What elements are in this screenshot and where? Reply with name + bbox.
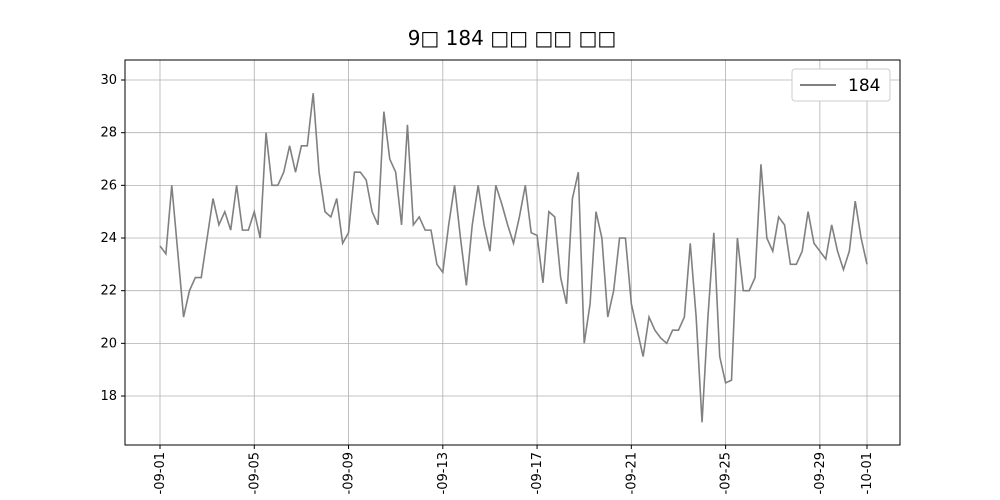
y-tick-label: 20: [100, 336, 117, 351]
y-tick-label: 28: [100, 126, 117, 141]
y-tick-label: 30: [100, 73, 117, 88]
x-tick-label: -09-17: [530, 452, 545, 494]
plot-frame: [124, 59, 901, 446]
y-tick-label: 26: [100, 178, 117, 193]
y-tick-label: 24: [100, 231, 117, 246]
x-tick-label: -10-01: [860, 452, 875, 494]
x-tick-label: -09-05: [247, 452, 262, 494]
x-tick-label: -09-13: [436, 452, 451, 494]
legend: 184: [791, 68, 891, 102]
chart-title: 9□ 184 □□ □□ □□: [408, 26, 617, 50]
x-tick-label: -09-01: [153, 452, 168, 494]
x-tick-label: -09-09: [342, 452, 357, 494]
legend-label: 184: [848, 76, 880, 96]
y-tick-label: 22: [100, 284, 117, 299]
x-tick-label: -09-21: [624, 452, 639, 494]
legend-box: [791, 68, 891, 102]
series-line: [159, 93, 868, 423]
x-tick-label: -09-25: [719, 452, 734, 494]
x-tick-label: -09-29: [813, 452, 828, 494]
y-tick-label: 18: [100, 389, 117, 404]
